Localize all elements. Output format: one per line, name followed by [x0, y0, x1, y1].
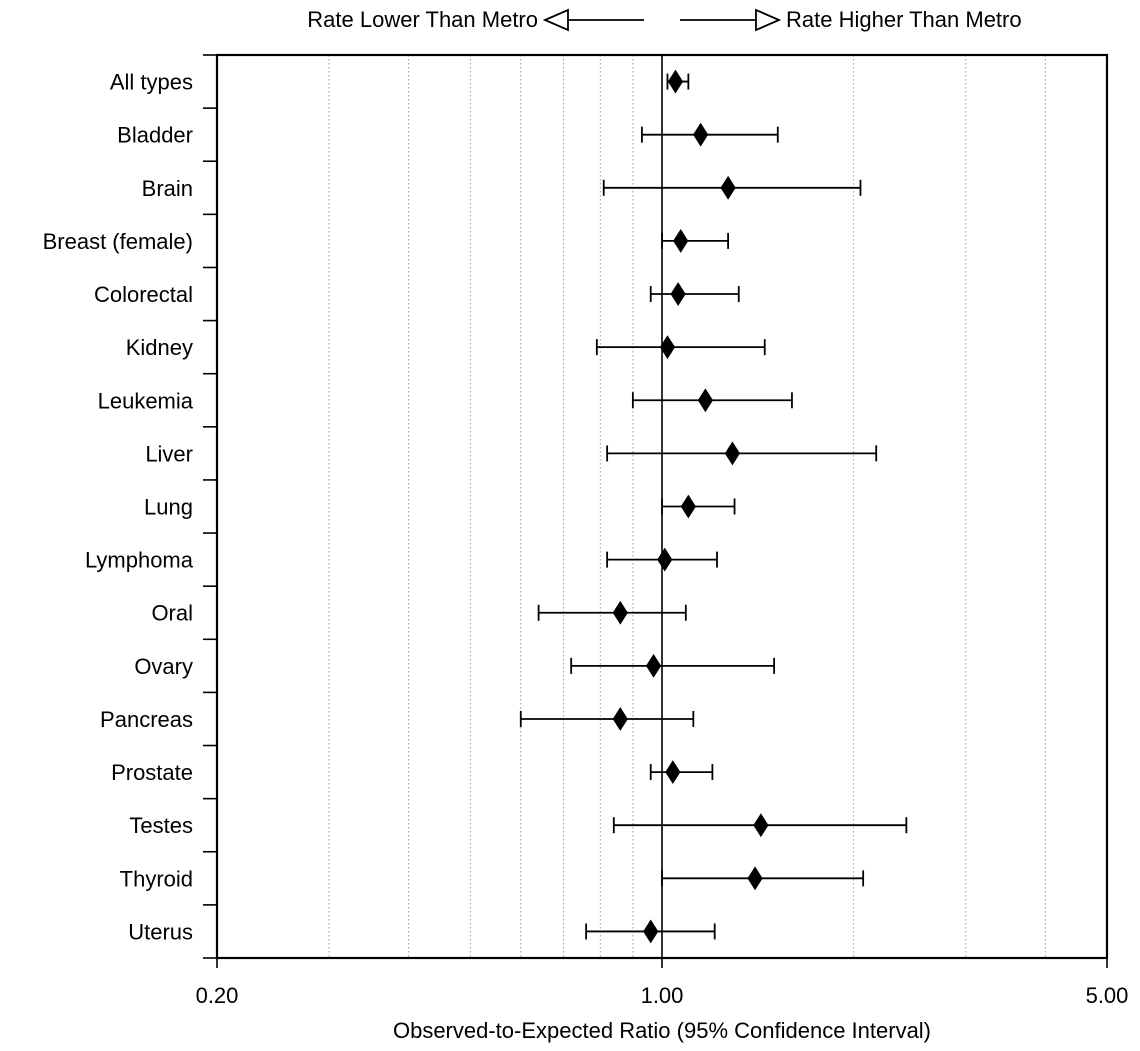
estimate-marker	[673, 228, 689, 253]
estimate-marker	[697, 388, 714, 413]
legend-right-arrow-icon	[755, 8, 782, 32]
estimate-marker	[724, 441, 740, 466]
estimate-marker	[693, 122, 709, 147]
x-tick-label: 5.00	[1086, 983, 1129, 1008]
category-label: All types	[110, 70, 193, 95]
plot-area: 0.20 1.00 5.00 All types Bladder Brain Breast …	[43, 53, 1129, 1008]
estimate-marker	[665, 760, 681, 785]
x-tick-label: 1.00	[641, 983, 684, 1008]
category-label: Lymphoma	[85, 548, 194, 573]
category-label: Pancreas	[100, 707, 193, 732]
legend-lower-text: Rate Lower Than Metro	[307, 7, 538, 32]
category-label: Lung	[144, 495, 193, 520]
estimate-marker	[643, 919, 659, 944]
estimate-marker	[657, 547, 673, 572]
category-label: Colorectal	[94, 282, 193, 307]
legend-left-arrow-icon	[542, 8, 569, 32]
category-label: Leukemia	[98, 388, 194, 413]
category-label: Kidney	[126, 335, 193, 360]
estimate-marker	[670, 282, 686, 306]
category-label: Liver	[145, 441, 193, 466]
category-label: Prostate	[111, 760, 193, 785]
estimate-marker	[612, 707, 628, 731]
x-tick-label: 0.20	[196, 983, 239, 1008]
legend: Rate Lower Than Metro Rate Higher Than M…	[307, 7, 1021, 32]
estimate-marker	[747, 866, 763, 891]
estimate-marker	[680, 494, 696, 519]
estimate-marker	[720, 175, 736, 200]
estimate-marker	[659, 335, 676, 360]
category-label: Ovary	[134, 654, 193, 679]
estimate-marker	[753, 813, 769, 838]
category-label: Oral	[151, 601, 193, 626]
category-label: Brain	[142, 176, 193, 201]
category-label: Bladder	[117, 123, 193, 148]
estimate-marker	[667, 69, 684, 94]
estimate-marker	[612, 600, 628, 625]
x-axis-title: Observed-to-Expected Ratio (95% Confiden…	[393, 1018, 931, 1043]
category-label: Thyroid	[120, 866, 193, 891]
legend-higher-text: Rate Higher Than Metro	[786, 7, 1022, 32]
category-label: Breast (female)	[43, 229, 193, 254]
category-label: Uterus	[128, 919, 193, 944]
estimate-marker	[645, 653, 662, 678]
category-label: Testes	[129, 813, 193, 838]
